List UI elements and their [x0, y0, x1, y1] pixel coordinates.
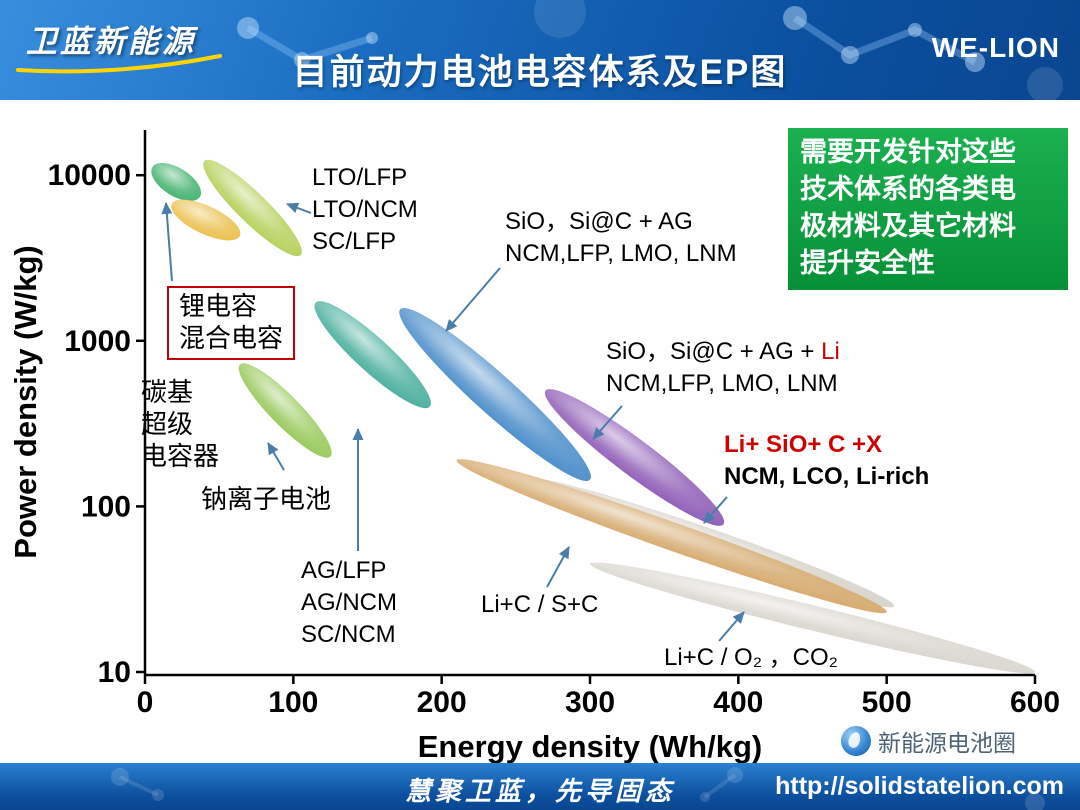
x-axis-label: Energy density (Wh/kg)	[418, 729, 762, 764]
callout-line: 极材料及其它材料	[800, 211, 1016, 241]
y-tick-label: 10000	[48, 159, 131, 192]
region-ag	[314, 301, 431, 409]
annotation-arrow	[592, 405, 623, 440]
annotation-arrow	[445, 267, 501, 332]
x-tick-label: 300	[565, 686, 615, 719]
header-bar: 卫蓝新能源 目前动力电池电容体系及EP图 WE-LION	[0, 0, 1080, 100]
molecule-decoration-icon	[237, 0, 1063, 100]
watermark-text: 新能源电池圈	[878, 730, 1016, 756]
callout-line: 技术体系的各类电	[800, 174, 1016, 204]
x-tick-label: 100	[268, 686, 318, 719]
y-axis-label: Power density (W/kg)	[8, 245, 43, 558]
y-tick-label: 100	[81, 490, 131, 523]
annotation-callout: 需要开发针对这些 技术体系的各类电 极材料及其它材料 提升安全性	[788, 128, 1068, 290]
footer-slogan: 慧聚卫蓝，先导固态	[404, 776, 675, 806]
x-tick-label: 500	[862, 686, 912, 719]
x-tick-label: 600	[1010, 686, 1060, 719]
footer-bar: 慧聚卫蓝，先导固态 http://solidstatelion.com	[0, 763, 1080, 810]
region-li-capacitor	[171, 199, 241, 241]
x-tick-label: 200	[417, 686, 467, 719]
annotation-arrow	[267, 442, 285, 471]
watermark: 新能源电池圈	[835, 722, 1022, 760]
company-logo: 卫蓝新能源	[26, 24, 196, 59]
axes	[136, 130, 1037, 684]
annotation-arrow	[703, 496, 728, 524]
region-sodium	[238, 363, 332, 458]
annotation-arrow	[546, 546, 570, 588]
page-title: 目前动力电池电容体系及EP图	[292, 53, 788, 92]
region-li-sio-cx	[456, 459, 887, 614]
footer-molecule-decoration-icon	[111, 767, 1045, 810]
logo-underline-swoosh-icon	[16, 54, 222, 74]
watermark-logo-icon	[841, 726, 871, 756]
callout-line: 需要开发针对这些	[800, 137, 1016, 167]
annotation-arrow	[161, 202, 173, 282]
footer-url: http://solidstatelion.com	[775, 772, 1064, 800]
brand-name: WE-LION	[931, 32, 1060, 63]
annotation-arrow	[718, 611, 745, 642]
y-tick-label: 1000	[64, 325, 131, 358]
callout-line: 提升安全性	[800, 248, 935, 278]
region-li-c-o2	[589, 562, 1036, 674]
y-tick-label: 10	[98, 656, 131, 689]
region-sio-ag-li	[544, 389, 725, 526]
x-tick-label: 0	[137, 686, 154, 719]
region-carbon-supercap	[151, 162, 202, 202]
region-sio-ag	[399, 307, 591, 481]
annotation-arrow	[286, 202, 312, 214]
region-lto	[203, 159, 302, 257]
x-tick-label: 400	[713, 686, 763, 719]
